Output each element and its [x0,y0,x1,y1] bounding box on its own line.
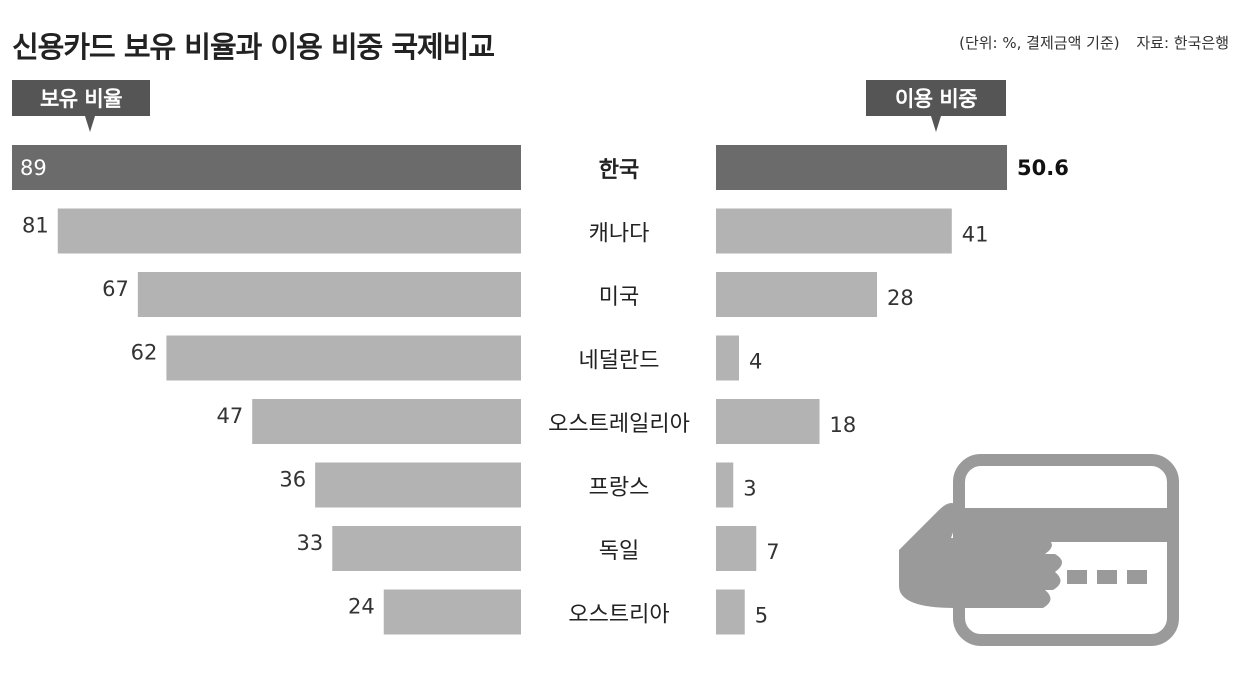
left-value-label: 24 [348,595,375,619]
right-value-label: 18 [830,413,857,437]
category-label: 프랑스 [589,476,650,501]
chart-title: 신용카드 보유 비율과 이용 비중 국제비교 [12,30,495,64]
left-value-label: 62 [131,341,158,365]
right-bar [716,335,740,381]
right-bar [716,208,952,254]
left-bar [332,526,521,571]
left-value-label: 36 [279,468,306,492]
right-bar [716,462,734,508]
right-bar [716,399,820,444]
left-value-label: 33 [297,531,324,555]
left-bar [315,462,521,508]
source-note: 자료: 한국은행 [1136,34,1229,52]
unit-note: (단위: %, 결제금액 기준) [959,34,1120,52]
right-value-label: 50.6 [1017,156,1069,180]
left-bar [252,399,521,444]
right-value-label: 4 [749,350,762,374]
category-label: 네덜란드 [579,349,660,374]
left-value-label: 89 [20,156,47,180]
right-bar [716,526,757,571]
right-value-label: 7 [766,540,779,564]
right-value-label: 41 [962,223,989,247]
right-value-label: 3 [743,477,756,501]
left-bar [57,208,521,254]
right-value-label: 28 [887,286,914,310]
left-bar [12,145,521,190]
category-label: 미국 [599,285,639,310]
category-label: 오스트레일리아 [548,412,690,437]
left-series-tag: 보유 비율 [12,80,150,132]
hand-credit-card-icon [899,454,1179,646]
left-series-tag-label: 보유 비율 [39,87,123,111]
category-label: 오스트리아 [568,603,669,628]
chart-note: (단위: %, 결제금액 기준) 자료: 한국은행 [947,32,1229,53]
right-bar [716,145,1007,190]
left-bar [137,272,521,317]
left-bar [383,589,521,635]
right-series-tag: 이용 비중 [866,80,1006,132]
category-label: 한국 [599,158,639,183]
left-value-label: 47 [216,404,243,428]
right-bar [716,589,745,635]
left-value-label: 67 [102,277,129,301]
right-value-label: 5 [755,604,768,628]
left-value-label: 81 [22,214,49,238]
category-label: 캐나다 [589,222,650,247]
left-bar [166,335,522,381]
right-bar [716,272,878,317]
left-tag-pointer [85,116,95,132]
right-tag-pointer [931,116,941,132]
right-series-tag-label: 이용 비중 [894,87,978,111]
category-label: 독일 [599,539,639,564]
